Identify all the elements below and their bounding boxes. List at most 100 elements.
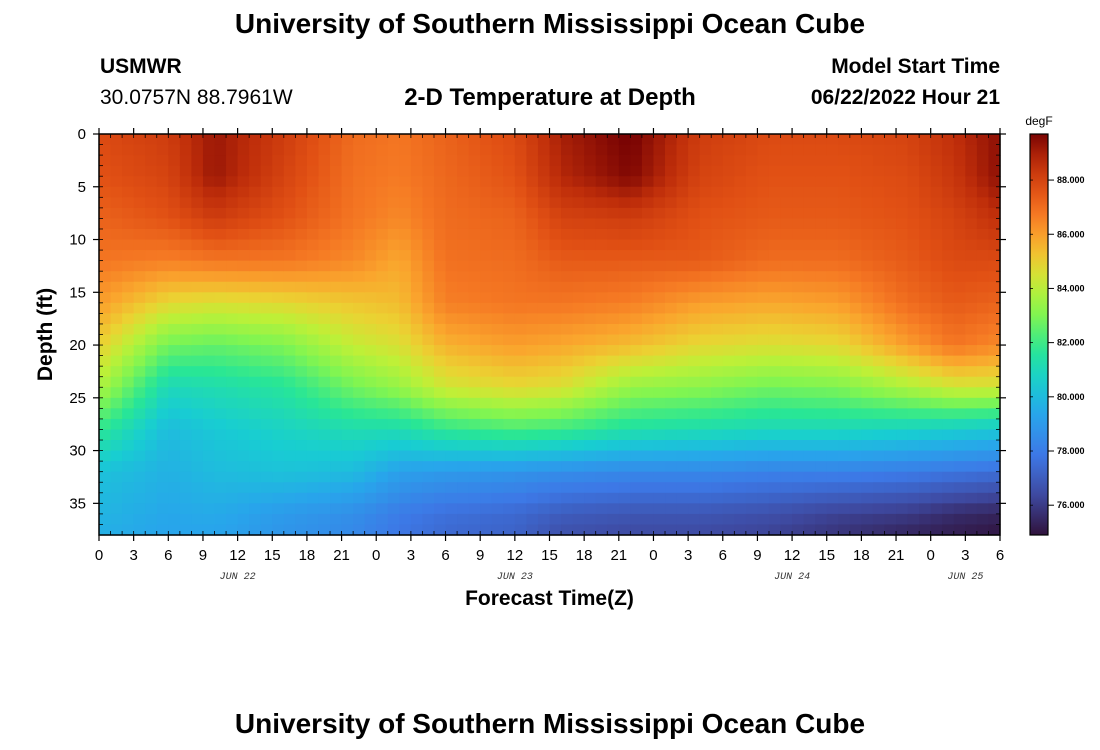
heatmap-cell <box>838 292 851 304</box>
heatmap-cell <box>433 281 447 293</box>
heatmap-cell <box>433 250 447 262</box>
heatmap-cell <box>514 387 527 399</box>
heatmap-cell <box>318 376 331 388</box>
heatmap-cell <box>653 228 666 241</box>
heatmap-cell <box>965 313 978 325</box>
heatmap-cell <box>191 492 204 504</box>
heatmap-cell <box>861 387 874 399</box>
heatmap-cell <box>491 376 504 388</box>
heatmap-cell <box>364 271 377 283</box>
heatmap-cell <box>179 524 193 536</box>
heatmap-cell <box>745 376 759 388</box>
heatmap-cell <box>745 429 759 441</box>
heatmap-cell <box>191 144 204 156</box>
heatmap-cell <box>272 482 285 494</box>
heatmap-cell <box>260 513 273 526</box>
heatmap-cell <box>919 376 932 388</box>
heatmap-cell <box>919 186 932 198</box>
heatmap-cell <box>745 323 759 336</box>
heatmap-cell <box>745 260 759 272</box>
heatmap-cell <box>803 503 816 515</box>
heatmap-cell <box>318 366 331 378</box>
heatmap-cell <box>376 355 389 367</box>
heatmap-cell <box>133 482 146 494</box>
heatmap-cell <box>549 281 562 293</box>
heatmap-cell <box>410 450 424 462</box>
heatmap-cell <box>145 345 158 357</box>
heatmap-cell <box>122 281 135 293</box>
heatmap-cell <box>768 250 782 262</box>
heatmap-cell <box>433 513 447 526</box>
heatmap-cell <box>965 271 978 283</box>
heatmap-cell <box>237 144 250 156</box>
heatmap-cell <box>179 207 193 220</box>
heatmap-cell <box>872 271 886 283</box>
heatmap-cell <box>480 144 493 156</box>
heatmap-cell <box>133 260 146 272</box>
heatmap-cell <box>953 186 966 198</box>
heatmap-cell <box>595 323 608 336</box>
heatmap-cell <box>480 207 493 220</box>
heatmap-cell <box>376 450 389 462</box>
heatmap-cell <box>780 482 793 494</box>
heatmap-cell <box>595 302 608 314</box>
heatmap-cell <box>295 418 308 431</box>
heatmap-cell <box>353 471 366 483</box>
x-tick-label: 15 <box>264 547 281 564</box>
heatmap-cell <box>976 471 990 483</box>
heatmap-cell <box>595 228 608 241</box>
heatmap-cell <box>318 186 331 198</box>
heatmap-cell <box>468 418 481 431</box>
heatmap-cell <box>919 271 932 283</box>
heatmap-cell <box>202 482 216 494</box>
heatmap-cell <box>549 218 562 230</box>
heatmap-cell <box>122 376 135 388</box>
heatmap-cell <box>491 207 504 220</box>
heatmap-cell <box>711 376 724 388</box>
heatmap-cell <box>838 397 851 409</box>
heatmap-cell <box>526 387 539 399</box>
heatmap-cell <box>537 503 551 515</box>
heatmap-cell <box>595 165 608 177</box>
heatmap-cell <box>537 355 551 367</box>
heatmap-cell <box>353 397 366 409</box>
heatmap-cell <box>630 260 643 272</box>
heatmap-cell <box>595 418 608 431</box>
heatmap-cell <box>272 197 285 209</box>
heatmap-cell <box>861 323 874 336</box>
heatmap-cell <box>561 524 574 536</box>
heatmap-cell <box>803 482 816 494</box>
heatmap-cell <box>561 366 574 378</box>
heatmap-cell <box>491 345 504 357</box>
heatmap-cell <box>896 492 909 504</box>
heatmap-cell <box>780 429 793 441</box>
heatmap-cell <box>156 345 169 357</box>
heatmap-cell <box>815 418 828 431</box>
heatmap-cell <box>930 197 943 209</box>
heatmap-cell <box>838 260 851 272</box>
heatmap-cell <box>942 292 955 304</box>
heatmap-cell <box>907 376 920 388</box>
heatmap-cell <box>930 450 943 462</box>
heatmap-cell <box>688 281 701 293</box>
heatmap-cell <box>214 271 227 283</box>
heatmap-cell <box>249 429 262 441</box>
heatmap-cell <box>561 408 574 420</box>
heatmap-cell <box>618 345 631 357</box>
heatmap-cell <box>364 260 377 272</box>
heatmap-cell <box>792 513 805 526</box>
heatmap-cell <box>757 397 770 409</box>
heatmap-cell <box>919 292 932 304</box>
heatmap-cell <box>110 492 123 504</box>
heatmap-cell <box>665 461 678 473</box>
y-tick-label: 20 <box>69 337 86 354</box>
heatmap-cell <box>145 387 158 399</box>
heatmap-cell <box>884 218 897 230</box>
heatmap-cell <box>99 397 112 409</box>
heatmap-cell <box>260 228 273 241</box>
heatmap-cell <box>792 376 805 388</box>
heatmap-cell <box>826 197 839 209</box>
heatmap-cell <box>630 155 643 167</box>
heatmap-cell <box>607 271 620 283</box>
heatmap-cell <box>561 302 574 314</box>
